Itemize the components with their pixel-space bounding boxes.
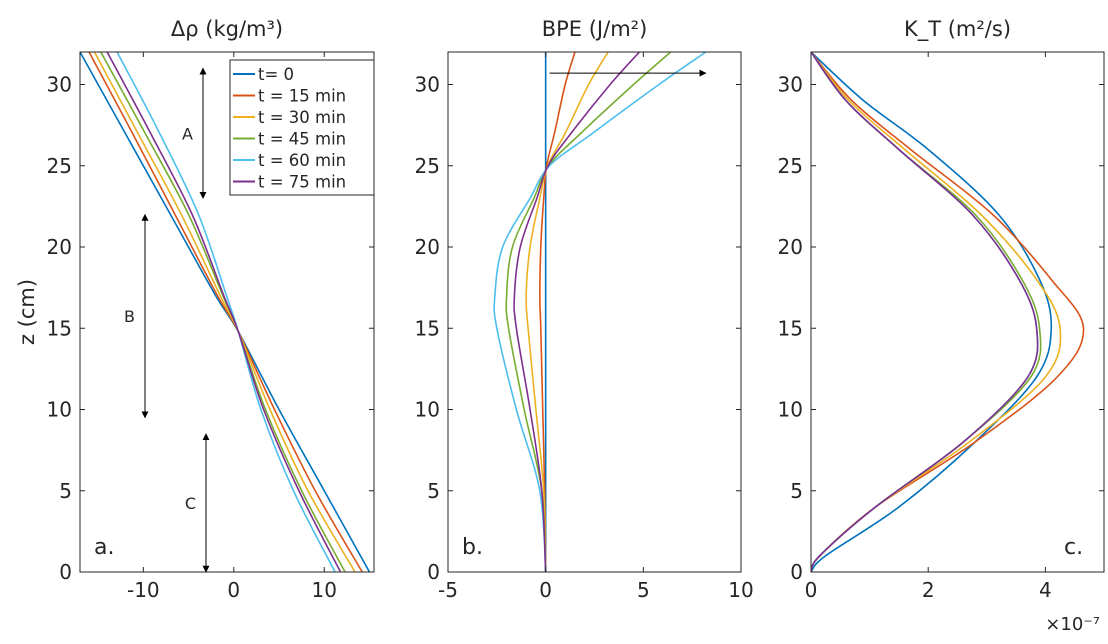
y-tick-label: 0 <box>59 560 72 584</box>
y-tick-label: 20 <box>47 235 72 259</box>
y-tick-label: 5 <box>790 479 803 503</box>
y-tick-label: 15 <box>415 316 440 340</box>
x-tick-label: 2 <box>922 578 935 602</box>
x-tick-label: 0 <box>805 578 818 602</box>
series-line-5 <box>106 52 342 572</box>
y-tick-label: 25 <box>778 154 803 178</box>
y-tick-label: 10 <box>415 398 440 422</box>
series-group <box>811 52 1085 572</box>
legend-entry: t = 30 min <box>258 108 346 127</box>
y-tick-label: 10 <box>47 398 72 422</box>
series-line-2 <box>811 52 1062 572</box>
panel-label: c. <box>1064 535 1083 560</box>
series-line-3 <box>811 52 1042 572</box>
panel-3: 0 2 4 0 5 10 15 20 25 30 K_T (m²/s) c. ×10⁻⁷ <box>778 17 1105 635</box>
legend: t= 0 t = 15 min t = 30 min t = 45 min t = 60… <box>229 59 375 196</box>
series-line-1 <box>811 52 1085 572</box>
x-tick-label: 0 <box>539 578 552 602</box>
series-line-5 <box>811 52 1039 572</box>
y-axis-label: z (cm) <box>15 279 39 345</box>
series-line-3 <box>505 52 672 572</box>
y-tick-label: 10 <box>778 398 803 422</box>
x-multiplier: ×10⁻⁷ <box>1045 614 1100 635</box>
x-tick-label: -5 <box>438 578 458 602</box>
axes-box <box>810 51 1105 573</box>
x-tick-label: 5 <box>637 578 650 602</box>
series-group <box>493 52 707 572</box>
x-tick-label: -10 <box>127 578 160 602</box>
legend-entry: t = 75 min <box>258 173 346 192</box>
legend-entry: t = 60 min <box>258 151 346 170</box>
series-line-2 <box>93 52 356 572</box>
panel-title: BPE (J/m²) <box>542 17 648 41</box>
series-line-2 <box>525 52 609 572</box>
range-label: B <box>124 307 135 326</box>
panel-label: b. <box>462 535 483 560</box>
legend-entry: t = 15 min <box>258 87 346 106</box>
panel-label: a. <box>94 535 114 560</box>
legend-entry: t= 0 <box>258 65 294 84</box>
x-tick-label: 0 <box>227 578 240 602</box>
series-line-4 <box>116 52 336 572</box>
series-line-4 <box>493 52 707 572</box>
y-tick-label: 30 <box>47 73 72 97</box>
series-group <box>80 52 371 572</box>
legend-entry: t = 45 min <box>258 130 346 149</box>
series-line-1 <box>88 52 363 572</box>
series-line-4 <box>811 52 1039 572</box>
range-label: A <box>182 124 193 143</box>
y-tick-label: 20 <box>778 235 803 259</box>
y-tick-label: 20 <box>415 235 440 259</box>
series-line-1 <box>539 52 576 572</box>
panel-title: Δρ (kg/m³) <box>171 17 283 41</box>
axes-box <box>79 51 375 573</box>
series-line-5 <box>513 52 641 572</box>
x-tick-label: 4 <box>1039 578 1052 602</box>
legend-box <box>229 59 375 196</box>
y-tick-label: 15 <box>47 316 72 340</box>
y-tick-label: 30 <box>778 73 803 97</box>
panel-title: K_T (m²/s) <box>904 17 1011 42</box>
x-tick-label: 10 <box>728 578 753 602</box>
axes-box <box>447 51 742 573</box>
y-tick-label: 5 <box>59 479 72 503</box>
y-tick-label: 5 <box>427 479 440 503</box>
y-tick-label: 25 <box>415 154 440 178</box>
x-tick-label: 10 <box>312 578 337 602</box>
series-line-0 <box>80 52 371 572</box>
panel-1: -10 0 10 0 5 10 15 20 25 30 Δρ (kg/m³) a. A B Ct= 0 t =… <box>47 17 375 602</box>
y-tick-label: 0 <box>790 560 803 584</box>
y-tick-label: 25 <box>47 154 72 178</box>
range-label: C <box>185 494 196 513</box>
y-tick-label: 30 <box>415 73 440 97</box>
y-tick-label: 15 <box>778 316 803 340</box>
y-tick-label: 0 <box>427 560 440 584</box>
series-line-0 <box>811 52 1053 572</box>
